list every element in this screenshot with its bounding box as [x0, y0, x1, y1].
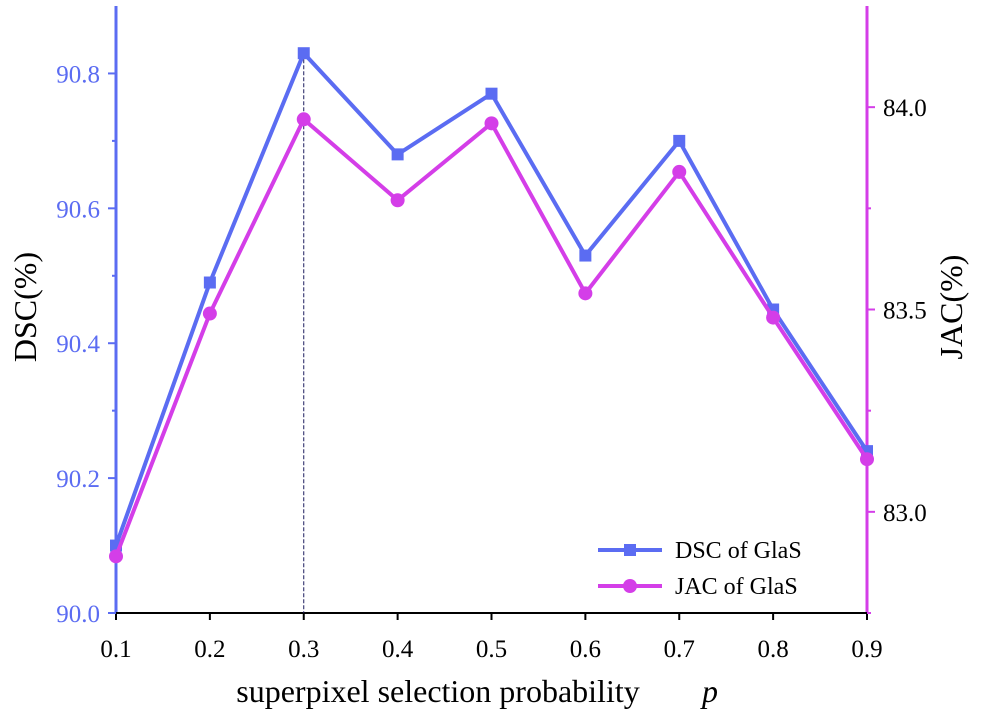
data-point-jac: [390, 193, 405, 208]
x-tick-label: 0.5: [476, 636, 507, 663]
x-tick-label: 0.2: [194, 636, 225, 663]
x-axis-title: superpixel selection probability: [236, 673, 639, 709]
legend: DSC of GlaS JAC of GlaS: [598, 538, 802, 600]
x-tick-label: 0.9: [851, 636, 882, 663]
y-axis-ticks: 90.0 90.2 90.4 90.6 90.8: [56, 61, 116, 628]
y2-axis-title: JAC(%): [933, 255, 969, 360]
data-point-dsc: [297, 47, 310, 60]
data-point-dsc: [579, 249, 592, 262]
y-tick-label: 90.4: [56, 331, 100, 358]
y2-axis-ticks: 83.0 83.5 84.0: [867, 95, 927, 614]
legend-marker-dsc: [624, 544, 636, 556]
data-point-jac: [672, 164, 687, 179]
legend-marker-jac: [623, 579, 637, 593]
y-tick-label: 90.0: [56, 601, 100, 628]
data-point-jac: [578, 286, 593, 301]
y2-tick-label: 83.5: [883, 298, 927, 325]
y2-tick-label: 84.0: [883, 95, 927, 122]
data-point-jac: [296, 112, 311, 127]
data-point-jac: [860, 452, 874, 467]
y-axis-title: DSC(%): [7, 252, 43, 362]
legend-label-dsc: DSC of GlaS: [675, 538, 802, 564]
series-line-jac: [114, 116, 869, 558]
x-tick-label: 0.7: [664, 636, 695, 663]
y2-tick-label: 83.0: [883, 500, 927, 527]
data-point-dsc: [485, 87, 498, 100]
x-tick-label: 0.6: [570, 636, 601, 663]
legend-label-jac: JAC of GlaS: [675, 574, 798, 600]
y-tick-label: 90.2: [56, 466, 100, 493]
x-tick-label: 0.1: [100, 636, 131, 663]
data-point-dsc: [673, 134, 686, 147]
y-tick-label: 90.6: [56, 196, 100, 223]
x-tick-label: 0.3: [288, 636, 319, 663]
x-axis-variable: p: [700, 673, 718, 709]
x-tick-label: 0.8: [758, 636, 789, 663]
x-axis-ticks: 0.1 0.2 0.3 0.4 0.5 0.6 0.7 0.8 0.9: [100, 613, 883, 663]
data-point-jac: [202, 306, 217, 321]
data-point-dsc: [391, 148, 404, 161]
series-layer: [109, 47, 874, 564]
data-point-jac: [484, 116, 499, 131]
data-point-jac: [766, 310, 781, 325]
y-tick-label: 90.8: [56, 61, 100, 88]
x-tick-label: 0.4: [382, 636, 414, 663]
data-point-jac: [109, 549, 123, 564]
data-point-dsc: [203, 276, 216, 289]
